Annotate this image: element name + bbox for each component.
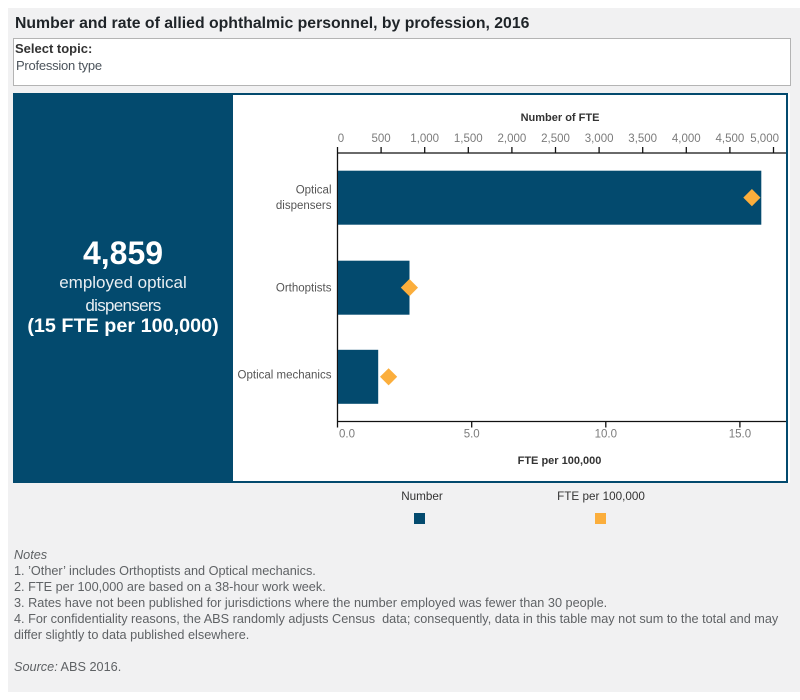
svg-text:Optical mechanics: Optical mechanics (238, 370, 332, 382)
svg-text:1,500: 1,500 (454, 133, 483, 145)
svg-text:2,000: 2,000 (498, 133, 527, 145)
svg-text:Number of FTE: Number of FTE (521, 112, 600, 124)
svg-text:5.0: 5.0 (464, 429, 480, 441)
svg-text:10.0: 10.0 (595, 429, 617, 441)
svg-text:Orthoptists: Orthoptists (276, 283, 332, 295)
svg-text:0.0: 0.0 (339, 429, 355, 441)
svg-text:1,000: 1,000 (410, 133, 439, 145)
svg-text:3,000: 3,000 (585, 133, 614, 145)
svg-text:4,500: 4,500 (716, 133, 745, 145)
svg-text:Optical: Optical (296, 185, 332, 197)
svg-text:dispensers: dispensers (276, 200, 332, 212)
svg-text:500: 500 (372, 133, 391, 145)
svg-text:0: 0 (338, 133, 344, 145)
svg-text:3,500: 3,500 (628, 133, 657, 145)
svg-text:2,500: 2,500 (541, 133, 570, 145)
svg-text:15.0: 15.0 (729, 429, 751, 441)
svg-text:FTE per 100,000: FTE per 100,000 (518, 455, 602, 467)
svg-text:4,000: 4,000 (672, 133, 701, 145)
svg-text:5,000: 5,000 (750, 133, 779, 145)
